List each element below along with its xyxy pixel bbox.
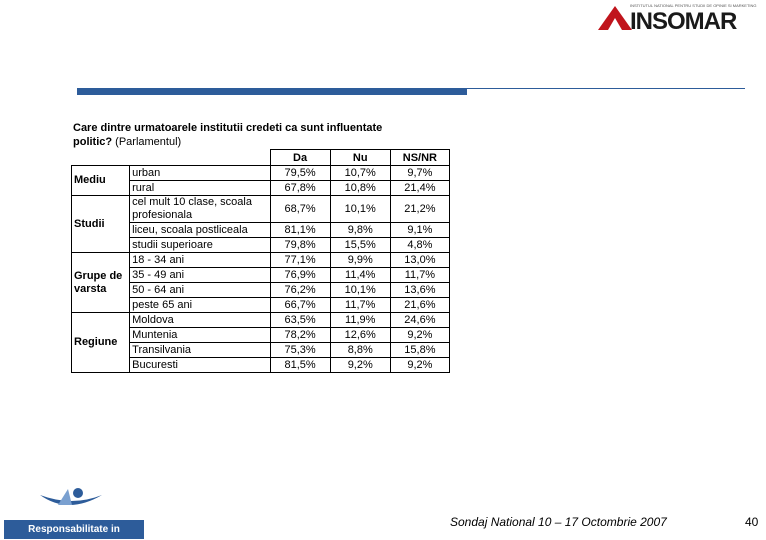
row-label: cel mult 10 clase, scoala profesionala bbox=[129, 195, 271, 223]
title-bar bbox=[77, 88, 467, 95]
value-cell: 21,6% bbox=[389, 297, 451, 313]
column-header: Da bbox=[269, 149, 331, 166]
blank-cell bbox=[129, 149, 271, 166]
value-cell: 15,5% bbox=[329, 237, 391, 253]
value-cell: 63,5% bbox=[269, 312, 331, 328]
group-label: Regiune bbox=[70, 312, 131, 373]
value-cell: 9,2% bbox=[329, 357, 391, 373]
value-cell: 76,9% bbox=[269, 267, 331, 283]
question: Care dintre urmatoarele institutii crede… bbox=[73, 121, 418, 149]
value-cell: 75,3% bbox=[269, 342, 331, 358]
row-label: 35 - 49 ani bbox=[129, 267, 271, 283]
value-cell: 68,7% bbox=[269, 195, 331, 223]
row-label: 50 - 64 ani bbox=[129, 282, 271, 298]
data-row: Regiune Moldova 63,5% 11,9% 24,6% bbox=[70, 312, 451, 373]
value-cell: 67,8% bbox=[269, 180, 331, 196]
data-row: Studii cel mult 10 clase, scoala profesio… bbox=[70, 195, 451, 253]
data-row: liceu, scoala postliceala 81,1% 9,8% 9,1% bbox=[72, 222, 451, 238]
row-label: urban bbox=[129, 165, 271, 181]
column-header: Nu bbox=[329, 149, 391, 166]
value-cell: 11,7% bbox=[389, 267, 451, 283]
value-cell: 79,5% bbox=[269, 165, 331, 181]
value-cell: 10,1% bbox=[329, 282, 391, 298]
value-cell: 21,4% bbox=[389, 180, 451, 196]
value-cell: 9,2% bbox=[389, 357, 451, 373]
question-note: (Parlamentul) bbox=[115, 136, 182, 148]
results-table: Da Nu NS/NR Mediu urban 79,5% 10,7% 9,7% rural 67… bbox=[70, 149, 451, 373]
value-cell: 79,8% bbox=[269, 237, 331, 253]
row-label: peste 65 ani bbox=[129, 297, 271, 313]
value-cell: 4,8% bbox=[389, 237, 451, 253]
value-cell: 10,1% bbox=[329, 195, 391, 223]
value-cell: 9,9% bbox=[329, 252, 391, 268]
group-label: Mediu bbox=[70, 165, 131, 196]
data-row: Grupe de varsta 18 - 34 ani 77,1% 9,9% 13,0% bbox=[70, 252, 451, 313]
value-cell: 10,7% bbox=[329, 165, 391, 181]
value-cell: 11,9% bbox=[329, 312, 391, 328]
data-row: Transilvania 75,3% 8,8% 15,8% bbox=[72, 342, 451, 358]
logo-mark bbox=[598, 6, 632, 30]
row-label: Bucuresti bbox=[129, 357, 271, 373]
page-number: 40 bbox=[745, 515, 759, 529]
value-cell: 15,8% bbox=[389, 342, 451, 358]
question-bold: Care dintre urmatoarele institutii crede… bbox=[73, 122, 383, 148]
value-cell: 12,6% bbox=[329, 327, 391, 343]
value-cell: 81,1% bbox=[269, 222, 331, 238]
group-label: Grupe de varsta bbox=[70, 252, 131, 313]
org-name: Responsabilitate in Democratie bbox=[4, 520, 144, 539]
title-rule bbox=[467, 88, 745, 89]
logo-caption: INSTITUTUL NATIONAL PENTRU STUDII DE OPI… bbox=[630, 3, 757, 8]
value-cell: 77,1% bbox=[269, 252, 331, 268]
data-row: studii superioare 79,8% 15,5% 4,8% bbox=[72, 237, 451, 253]
row-label: Muntenia bbox=[129, 327, 271, 343]
header-row: Da Nu NS/NR bbox=[72, 149, 451, 166]
row-label: Moldova bbox=[129, 312, 271, 328]
row-label: studii superioare bbox=[129, 237, 271, 253]
column-header: NS/NR bbox=[389, 149, 451, 166]
org-logo bbox=[38, 485, 104, 517]
data-row: Bucuresti 81,5% 9,2% 9,2% bbox=[72, 357, 451, 373]
value-cell: 9,1% bbox=[389, 222, 451, 238]
value-cell: 11,7% bbox=[329, 297, 391, 313]
logo-text: INSOMAR bbox=[630, 8, 737, 35]
value-cell: 24,6% bbox=[389, 312, 451, 328]
row-label: Transilvania bbox=[129, 342, 271, 358]
value-cell: 66,7% bbox=[269, 297, 331, 313]
value-cell: 9,7% bbox=[389, 165, 451, 181]
data-row: 50 - 64 ani 76,2% 10,1% 13,6% bbox=[72, 282, 451, 298]
value-cell: 9,8% bbox=[329, 222, 391, 238]
value-cell: 78,2% bbox=[269, 327, 331, 343]
data-row: 35 - 49 ani 76,9% 11,4% 11,7% bbox=[72, 267, 451, 283]
blank-cell bbox=[72, 150, 130, 166]
survey-label: Sondaj National 10 – 17 Octombrie 2007 bbox=[450, 515, 667, 529]
row-label: liceu, scoala postliceala bbox=[129, 222, 271, 238]
value-cell: 11,4% bbox=[329, 267, 391, 283]
value-cell: 8,8% bbox=[329, 342, 391, 358]
value-cell: 81,5% bbox=[269, 357, 331, 373]
data-row: peste 65 ani 66,7% 11,7% 21,6% bbox=[72, 297, 451, 313]
value-cell: 13,6% bbox=[389, 282, 451, 298]
value-cell: 9,2% bbox=[389, 327, 451, 343]
row-label: rural bbox=[129, 180, 271, 196]
value-cell: 21,2% bbox=[389, 195, 451, 223]
row-label: 18 - 34 ani bbox=[129, 252, 271, 268]
value-cell: 13,0% bbox=[389, 252, 451, 268]
group-label: Studii bbox=[70, 195, 131, 253]
value-cell: 10,8% bbox=[329, 180, 391, 196]
data-row: Mediu urban 79,5% 10,7% 9,7% bbox=[70, 165, 451, 196]
value-cell: 76,2% bbox=[269, 282, 331, 298]
